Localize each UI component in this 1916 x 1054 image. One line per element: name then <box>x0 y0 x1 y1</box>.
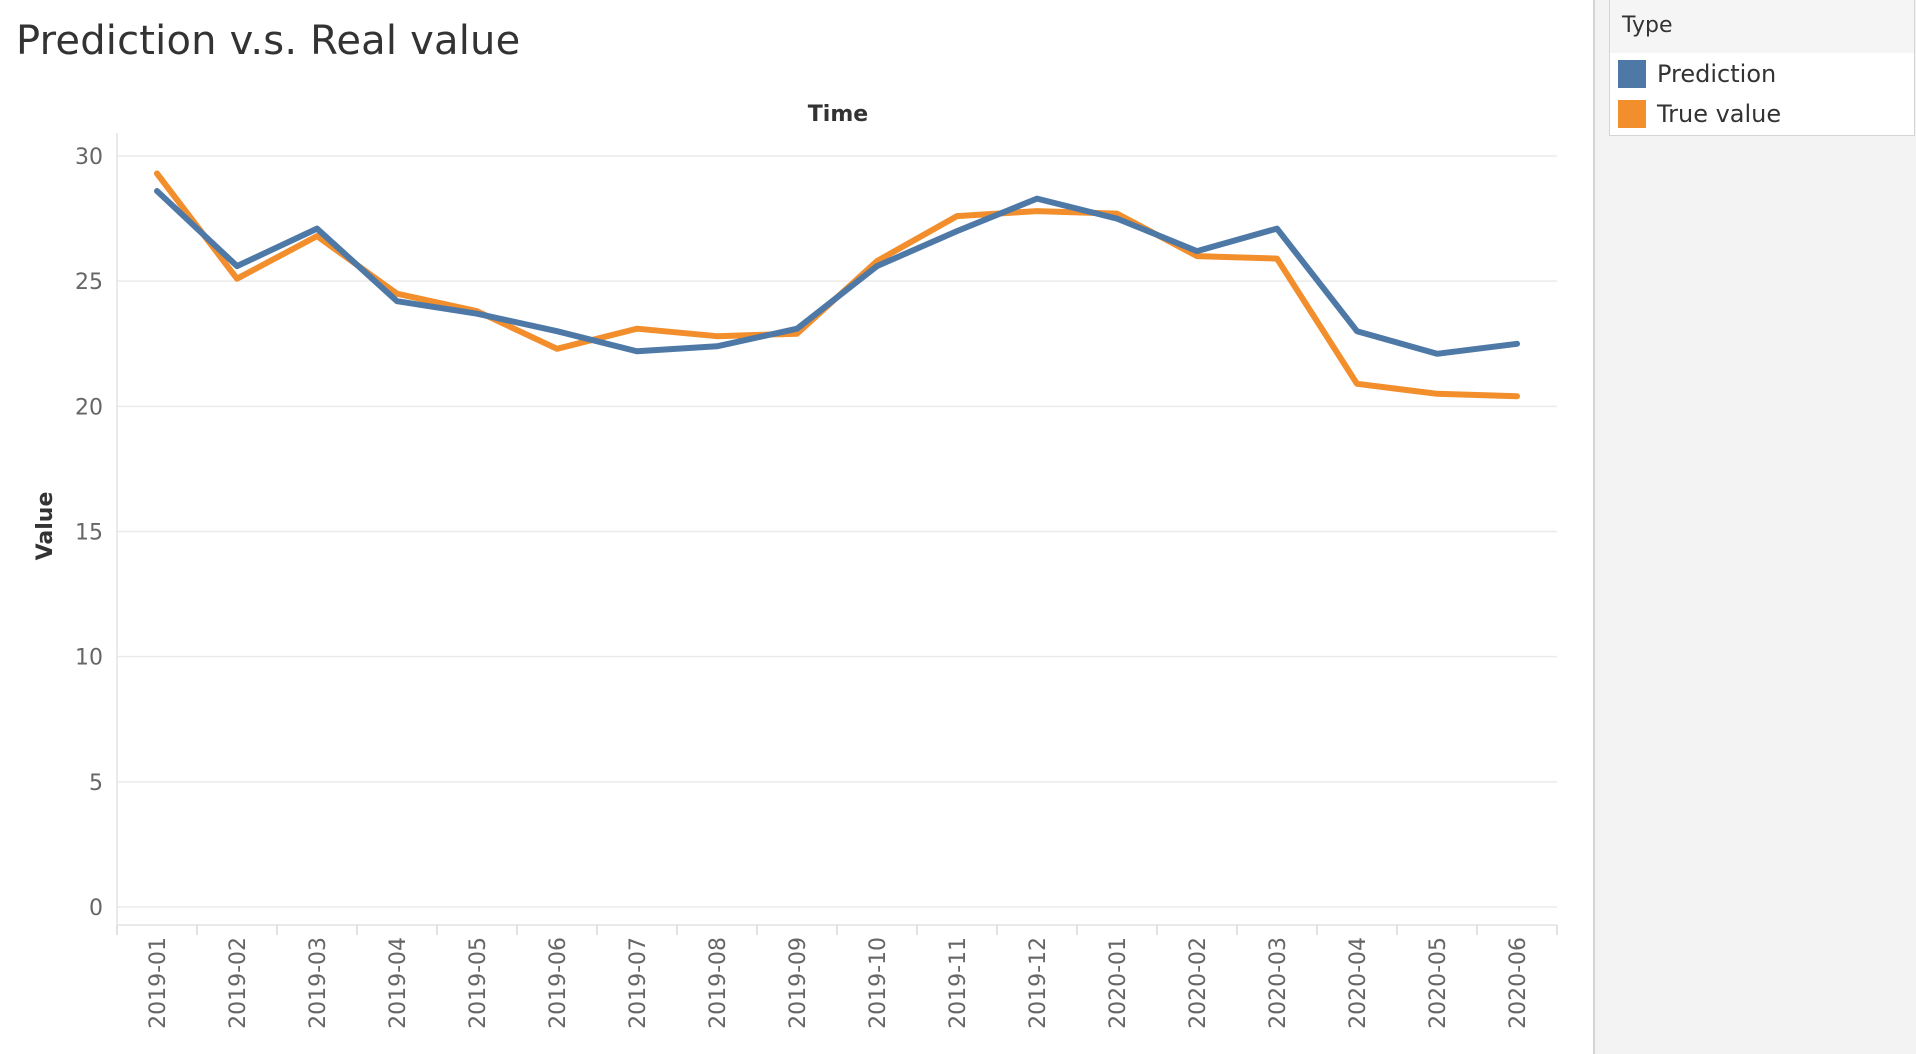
x-tick-label: 2019-11 <box>946 937 971 1029</box>
legend-item-true-value[interactable]: True value <box>1618 99 1781 129</box>
x-tick-label: 2020-06 <box>1506 937 1531 1029</box>
x-axis-ticks: 2019-01 2019-02 2019-03 2019-04 2019-05 2019-… <box>116 925 1558 1029</box>
x-axis-title: Time <box>808 102 868 127</box>
x-tick-label: 2020-03 <box>1266 937 1291 1029</box>
x-tick-label: 2019-04 <box>386 937 411 1029</box>
x-tick-label: 2019-03 <box>306 937 331 1029</box>
x-tick-label: 2020-01 <box>1106 937 1131 1029</box>
gridlines <box>117 155 1557 908</box>
x-tick-label: 2020-05 <box>1426 937 1451 1029</box>
series-line-prediction <box>154 188 1520 357</box>
legend: Type Prediction True value <box>1609 0 1915 136</box>
x-tick-label: 2019-05 <box>466 937 491 1029</box>
legend-label-prediction: Prediction <box>1657 60 1777 88</box>
x-tick-label: 2019-12 <box>1026 937 1051 1029</box>
y-axis-title: Value <box>33 492 58 561</box>
axes <box>116 133 1557 926</box>
y-tick-label: 15 <box>75 521 103 546</box>
x-tick-label: 2020-04 <box>1346 937 1371 1029</box>
y-tick-label: 25 <box>75 270 103 295</box>
x-tick-label: 2019-08 <box>706 937 731 1029</box>
y-axis-label-group: Value <box>33 492 58 561</box>
series-lines <box>154 170 1520 400</box>
y-tick-label: 10 <box>75 646 103 671</box>
legend-swatch-prediction <box>1618 60 1646 88</box>
y-tick-label: 30 <box>75 145 103 170</box>
legend-title: Type <box>1610 0 1914 53</box>
x-tick-label: 2019-06 <box>546 937 571 1029</box>
y-axis-ticks: 0 5 10 15 20 25 30 <box>75 145 103 921</box>
x-axis-label-group: Time <box>808 102 868 127</box>
legend-label-true-value: True value <box>1657 100 1782 128</box>
side-panel: Type Prediction True value <box>1593 0 1916 1054</box>
y-tick-label: 20 <box>75 395 103 420</box>
legend-swatch-true-value <box>1618 100 1646 128</box>
x-tick-label: 2019-09 <box>786 937 811 1029</box>
x-tick-label: 2020-02 <box>1186 937 1211 1029</box>
y-tick-label: 0 <box>89 896 103 921</box>
sheet-title: Prediction v.s. Real value <box>16 18 521 64</box>
legend-item-prediction[interactable]: Prediction <box>1618 59 1776 89</box>
x-tick-label: 2019-01 <box>146 937 171 1029</box>
x-tick-label: 2019-02 <box>226 937 251 1029</box>
series-line-true-value <box>154 170 1520 400</box>
y-tick-label: 5 <box>89 771 103 796</box>
x-tick-label: 2019-10 <box>866 937 891 1029</box>
x-tick-label: 2019-07 <box>626 937 651 1029</box>
